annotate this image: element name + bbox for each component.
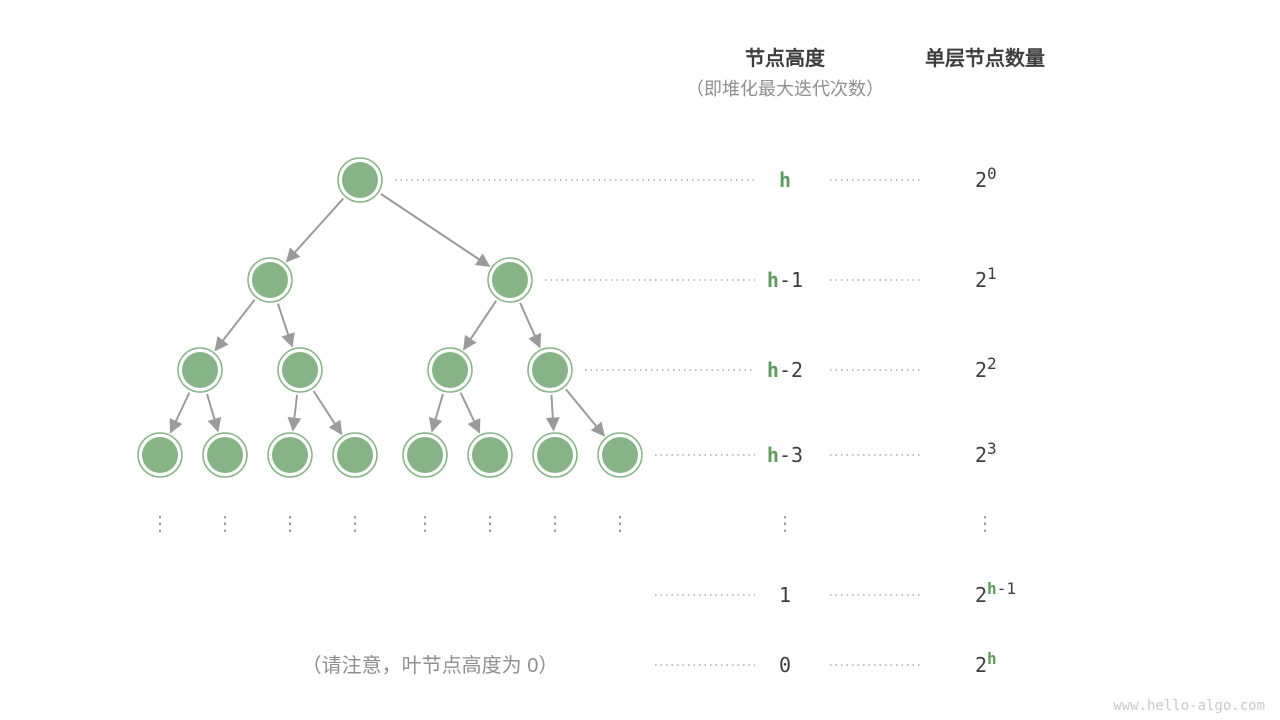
tree-node — [432, 352, 468, 388]
tree-node — [342, 162, 378, 198]
tree-edge — [566, 389, 604, 435]
tree-node — [537, 437, 573, 473]
height-label: h — [779, 168, 791, 192]
tree-vdots-item: ⋮ — [545, 513, 565, 535]
tree-node — [407, 437, 443, 473]
tree-edge — [171, 393, 190, 433]
heap-diagram: 节点高度 （即堆化最大迭代次数） 单层节点数量 ⋮ ⋮ ⋮ ⋮ ⋮ ⋮ ⋮ ⋮ h 20 h-1 2… — [0, 0, 1280, 720]
tree-vdots-item: ⋮ — [280, 513, 300, 535]
tree-edge — [381, 194, 489, 266]
tree-nodes — [138, 158, 642, 477]
tree-edge — [464, 301, 496, 349]
tree-node — [337, 437, 373, 473]
count-label: 21 — [975, 264, 997, 292]
height-label: 0 — [779, 653, 791, 677]
tree-vdots-item: ⋮ — [415, 513, 435, 535]
vdots-height-col: ⋮ — [775, 513, 795, 535]
tree-node — [182, 352, 218, 388]
tree-vdots-item: ⋮ — [480, 513, 500, 535]
tree-node — [207, 437, 243, 473]
bottom-rows: 1 2h-1 0 2h — [655, 579, 1016, 677]
watermark: www.hello-algo.com — [1113, 698, 1265, 714]
tree-edge — [461, 393, 480, 433]
height-label: h-3 — [767, 443, 803, 467]
leaf-note: （请注意，叶节点高度为 0） — [302, 654, 559, 677]
tree-edge — [278, 304, 292, 347]
tree-edge — [207, 394, 218, 431]
tree-edge — [215, 300, 254, 351]
count-label: 2h-1 — [975, 579, 1016, 607]
tree-edge — [551, 395, 553, 430]
tree-vdots: ⋮ ⋮ ⋮ ⋮ ⋮ ⋮ ⋮ ⋮ — [150, 513, 630, 535]
height-label: h-2 — [767, 358, 803, 382]
tree-edge — [520, 303, 540, 347]
tree-edges — [171, 194, 604, 436]
tree-vdots-item: ⋮ — [215, 513, 235, 535]
tree-vdots-item: ⋮ — [610, 513, 630, 535]
tree-node — [282, 352, 318, 388]
tree-node — [252, 262, 288, 298]
tree-node — [492, 262, 528, 298]
count-label: 23 — [975, 439, 997, 467]
tree-node — [602, 437, 638, 473]
header-height: 节点高度 — [745, 46, 826, 70]
tree-edge — [432, 394, 443, 431]
tree-edge — [293, 395, 297, 430]
count-label: 20 — [975, 164, 997, 192]
header-height-sub: （即堆化最大迭代次数） — [686, 79, 884, 99]
tree-vdots-item: ⋮ — [150, 513, 170, 535]
tree-node — [142, 437, 178, 473]
tree-edge — [314, 391, 342, 434]
tree-node — [272, 437, 308, 473]
count-label: 22 — [975, 354, 997, 382]
tree-node — [472, 437, 508, 473]
height-label: 1 — [779, 583, 791, 607]
tree-vdots-item: ⋮ — [345, 513, 365, 535]
height-label: h-1 — [767, 268, 803, 292]
header-count: 单层节点数量 — [925, 46, 1045, 70]
count-label: 2h — [975, 649, 997, 677]
tree-node — [532, 352, 568, 388]
vdots-count-col: ⋮ — [975, 513, 995, 535]
tree-edge — [287, 199, 344, 262]
